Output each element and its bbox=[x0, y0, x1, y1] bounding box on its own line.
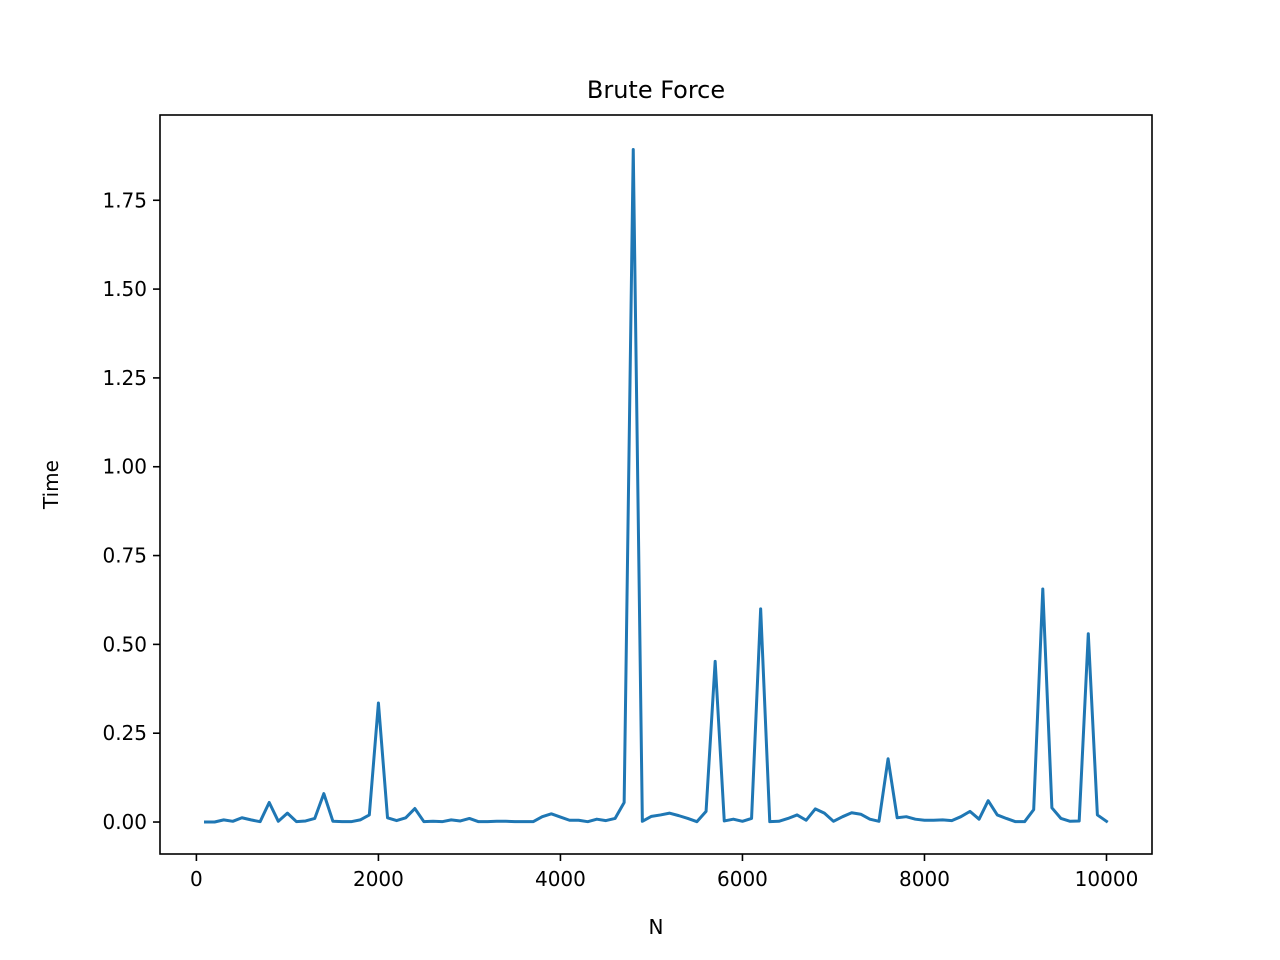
x-tick-label: 0 bbox=[190, 867, 203, 891]
x-tick-label: 4000 bbox=[535, 867, 586, 891]
x-tick-label: 6000 bbox=[717, 867, 768, 891]
y-tick-label: 1.00 bbox=[102, 455, 147, 479]
plot-area-frame bbox=[159, 114, 1153, 855]
y-tick-label: 0.00 bbox=[102, 810, 147, 834]
x-tick-label: 10000 bbox=[1075, 867, 1139, 891]
chart-title: Brute Force bbox=[587, 76, 725, 104]
x-tick-label: 8000 bbox=[899, 867, 950, 891]
y-tick-label: 0.75 bbox=[102, 544, 147, 568]
y-axis-label: Time bbox=[39, 460, 63, 510]
x-axis-label: N bbox=[649, 915, 664, 939]
x-tick-label: 2000 bbox=[353, 867, 404, 891]
x-axis: 0 2000 4000 6000 8000 10000 bbox=[190, 854, 1138, 891]
y-tick-label: 1.25 bbox=[102, 366, 147, 390]
y-tick-label: 1.75 bbox=[102, 188, 147, 212]
y-axis: 0.00 0.25 0.50 0.75 1.00 1.25 1.50 1.75 bbox=[102, 188, 160, 834]
series-line bbox=[204, 147, 1109, 824]
y-tick-label: 0.50 bbox=[102, 632, 147, 656]
y-tick-label: 1.50 bbox=[102, 277, 147, 301]
y-tick-label: 0.25 bbox=[102, 721, 147, 745]
